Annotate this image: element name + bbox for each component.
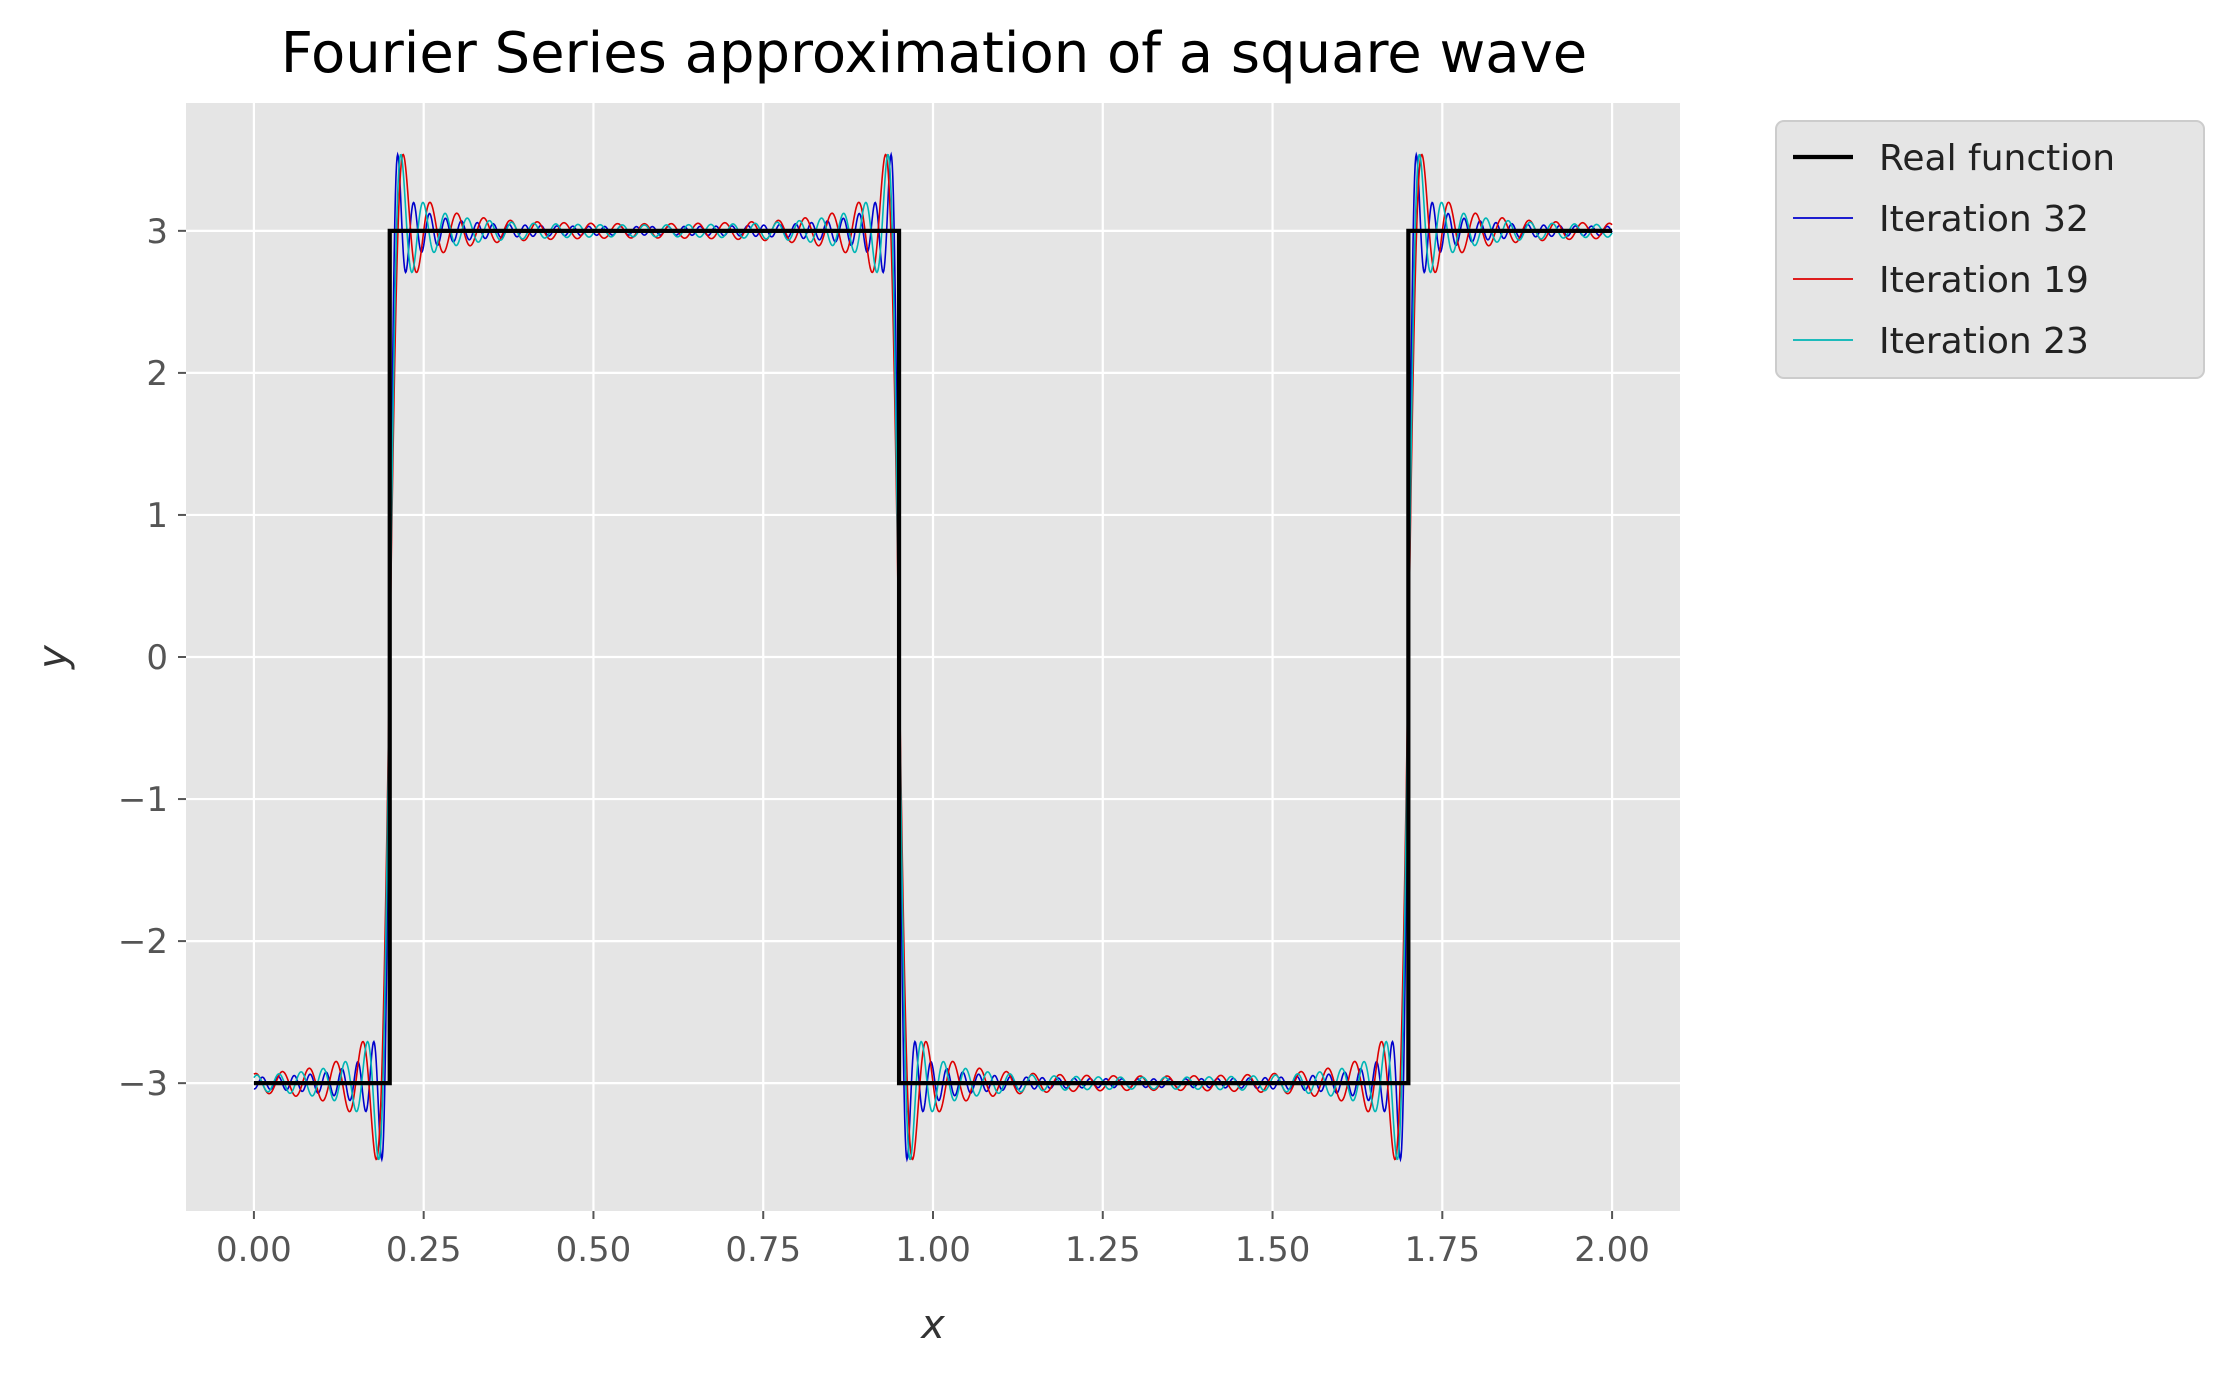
x-tick-label: 0.50 [556, 1230, 632, 1270]
x-tick-label: 0.75 [725, 1230, 801, 1270]
chart-title: Fourier Series approximation of a square… [281, 21, 1587, 86]
x-tick-label: 1.00 [895, 1230, 971, 1270]
x-tick-label: 1.75 [1404, 1230, 1480, 1270]
legend-label: Iteration 23 [1879, 321, 2089, 362]
series-layer [253, 151, 1613, 1163]
legend: Real function Iteration 32 Iteration 19 Ite… [1775, 120, 2205, 379]
x-tick-label: 1.25 [1065, 1230, 1141, 1270]
y-tick-label: −2 [118, 922, 168, 962]
y-tick-label: −3 [118, 1064, 168, 1104]
legend-label: Iteration 19 [1879, 260, 2089, 301]
x-tick-label: 1.50 [1235, 1230, 1311, 1270]
x-axis-ticks: 0.00 0.25 0.50 0.75 1.00 1.25 1.50 1.75 2.00 [216, 1211, 1650, 1270]
y-axis-ticks: −3 −2 −1 0 1 2 3 [118, 212, 186, 1104]
legend-box [1775, 120, 2205, 379]
x-tick-label: 0.00 [216, 1230, 292, 1270]
series-line-iteration-23 [253, 153, 1613, 1161]
series-line-real-function [253, 228, 1613, 1086]
y-tick-label: 2 [146, 354, 168, 394]
x-tick-label: 0.25 [386, 1230, 462, 1270]
y-axis-label: y [30, 644, 76, 670]
x-tick-label: 2.00 [1574, 1230, 1650, 1270]
y-tick-label: 3 [146, 212, 168, 252]
series-line-iteration-32 [253, 151, 1613, 1163]
y-tick-label: −1 [118, 780, 168, 820]
legend-label: Real function [1879, 138, 2115, 179]
legend-label: Iteration 32 [1879, 199, 2089, 240]
y-tick-label: 0 [146, 638, 168, 678]
y-tick-label: 1 [146, 496, 168, 536]
x-axis-label: x [919, 1302, 945, 1348]
